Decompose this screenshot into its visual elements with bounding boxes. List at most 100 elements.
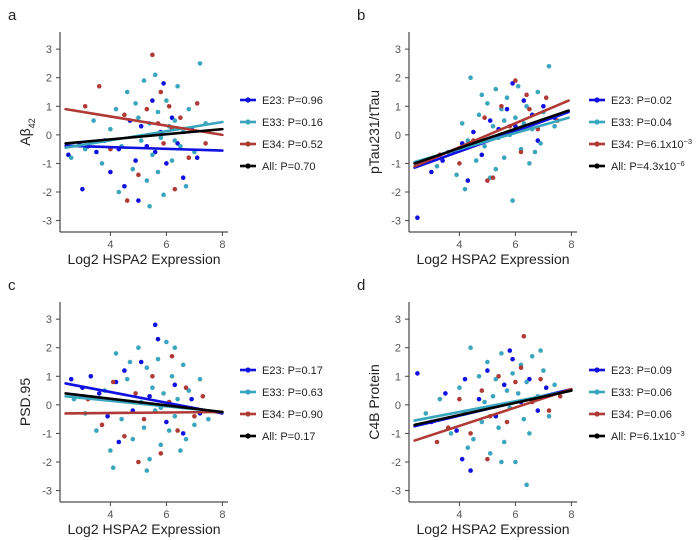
legend-dot-all [245,163,251,169]
y-tick-label: 0 [46,400,52,412]
point-e33 [501,439,507,445]
point-e33 [91,118,96,123]
point-e23 [476,396,482,402]
regression-line-e34 [64,410,224,415]
point-e33 [144,178,150,183]
point-e23 [122,368,127,373]
point-e23 [80,186,85,192]
point-e33 [110,465,116,471]
point-e23 [189,396,194,402]
point-e33 [524,482,529,488]
y-tick-label: 2 [46,343,52,355]
point-e33 [462,186,468,192]
point-e34 [192,413,197,419]
point-e33 [166,428,172,433]
legend-dot-e23 [245,97,251,103]
point-e33 [499,351,504,356]
point-e34 [169,353,175,359]
point-e33 [164,98,169,103]
y-tick-label: 1 [395,371,401,383]
point-e33 [136,345,141,351]
point-e23 [507,348,513,353]
point-e23 [136,198,141,203]
point-e34 [504,419,510,425]
point-e23 [108,169,113,175]
point-e23 [152,322,158,328]
point-e23 [169,115,175,121]
legend-label-e33: E33: P=0.04 [611,117,672,129]
panel-letter: d [357,277,365,294]
point-e33 [175,83,180,89]
point-e33 [546,63,552,69]
point-e34 [538,376,543,382]
regression-line-all [413,389,573,427]
point-e33 [524,103,529,109]
point-e23 [429,169,434,175]
point-e34 [161,141,166,146]
point-e34 [178,115,183,121]
legend-dot-e23 [594,367,600,373]
point-e33 [175,396,180,402]
point-e34 [172,186,178,192]
y-tick-label: -2 [391,457,401,469]
legend-label-e34: E34: P=6.1x10−3 [611,137,692,152]
point-e34 [150,52,155,58]
y-tick-label: -3 [42,216,52,228]
legend-dot-e34 [245,141,251,147]
point-e33 [504,388,510,393]
legend-label-all: All: P=4.3x10−6 [611,159,685,174]
point-e23 [485,368,490,373]
point-e33 [172,138,178,143]
point-e34 [546,408,552,413]
point-e33 [487,451,493,456]
point-e33 [127,359,133,365]
point-e34 [468,431,473,436]
legend-label-all: All: P=0.70 [262,161,316,173]
point-e33 [99,161,105,166]
point-e33 [504,95,510,101]
point-e33 [434,163,440,169]
y-axis-title-subscript: 42 [27,118,37,128]
point-e33 [141,425,147,431]
point-e23 [96,391,102,396]
point-e33 [527,161,532,166]
point-e33 [161,192,166,198]
point-e23 [521,98,527,103]
point-e34 [110,379,116,385]
point-e34 [518,365,524,371]
point-e33 [473,158,479,163]
y-tick-label: 0 [46,130,52,142]
y-tick-label: 3 [46,314,52,326]
point-e33 [147,456,152,462]
legend-label-e34: E34: P=0.06 [611,409,672,421]
point-e23 [415,215,420,221]
point-e33 [515,83,521,89]
point-e34 [122,433,127,439]
point-e33 [546,413,552,419]
point-e33 [124,89,130,95]
point-e33 [197,376,203,382]
legend-label-e34: E34: P=0.52 [262,139,323,151]
point-e34 [482,115,487,121]
point-e23 [543,385,549,391]
point-e33 [510,371,515,376]
point-e33 [161,391,166,396]
point-e33 [471,436,476,442]
point-e33 [468,345,473,351]
point-e33 [499,459,504,465]
point-e34 [136,172,141,178]
y-axis-title: Aβ42 [17,118,37,145]
point-e23 [440,158,445,163]
point-e34 [200,393,206,399]
x-tick-label: 4 [107,509,113,521]
x-tick-label: 4 [456,239,462,251]
point-e33 [178,448,183,453]
legend-label-e23: E23: P=0.17 [262,365,323,377]
legend-dot-e34 [594,141,600,147]
legend-dot-e33 [594,119,600,125]
point-e33 [158,135,164,141]
point-e34 [158,451,164,456]
